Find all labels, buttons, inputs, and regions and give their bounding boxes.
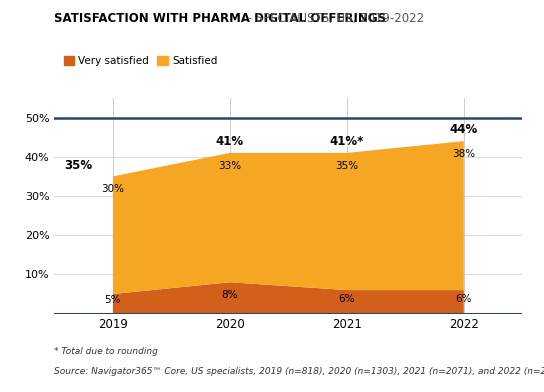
Text: 8%: 8% — [221, 290, 238, 300]
Text: 35%: 35% — [64, 159, 92, 172]
Text: 44%: 44% — [450, 123, 478, 136]
Text: 33%: 33% — [218, 160, 242, 171]
Text: 38%: 38% — [452, 149, 475, 159]
Legend: Very satisfied, Satisfied: Very satisfied, Satisfied — [60, 52, 221, 71]
Text: * Total due to rounding: * Total due to rounding — [54, 347, 158, 356]
Text: 6%: 6% — [455, 294, 472, 304]
Text: Source: Navigator365™ Core, US specialists, 2019 (n=818), 2020 (n=1303), 2021 (n: Source: Navigator365™ Core, US specialis… — [54, 367, 544, 376]
Text: 6%: 6% — [338, 294, 355, 304]
Text: - SPECIALISTS, US, 2019-2022: - SPECIALISTS, US, 2019-2022 — [244, 12, 424, 25]
Text: 35%: 35% — [335, 160, 358, 171]
Text: 30%: 30% — [101, 184, 125, 194]
Text: 5%: 5% — [104, 295, 121, 305]
Text: 41%: 41% — [216, 135, 244, 148]
Text: 41%*: 41%* — [330, 135, 364, 148]
Text: SATISFACTION WITH PHARMA DIGITAL OFFERINGS: SATISFACTION WITH PHARMA DIGITAL OFFERIN… — [54, 12, 387, 25]
